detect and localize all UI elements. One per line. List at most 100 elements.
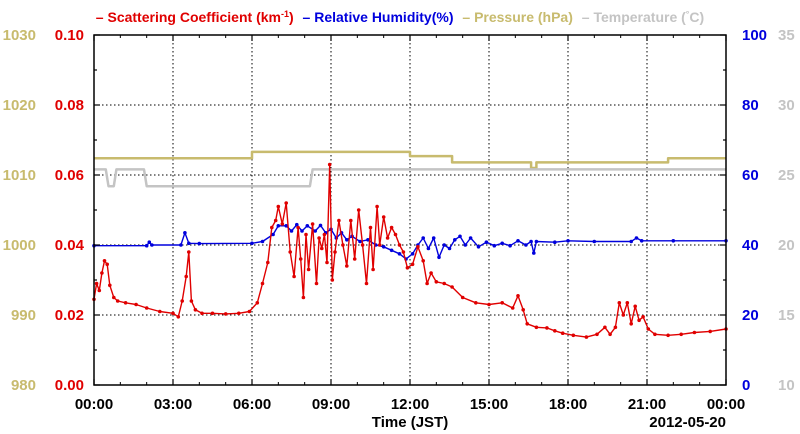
legend-temperature: Temperature (: [593, 9, 686, 25]
temperature-axis: 10 15 20 25 30 35: [778, 27, 795, 394]
humidity-point: [476, 245, 481, 249]
scattering-point: [193, 308, 198, 312]
humidity-point: [197, 241, 202, 246]
scattering-point: [560, 331, 565, 336]
scattering-point: [637, 318, 641, 323]
humidity-point: [553, 240, 557, 244]
scattering-point: [679, 332, 683, 337]
humidity-point: [389, 248, 394, 253]
scattering-point: [364, 281, 369, 286]
legend-pressure: Pressure (hPa): [474, 9, 573, 25]
scattering-point: [115, 299, 120, 303]
humidity-point: [484, 240, 489, 244]
scattering-point: [144, 306, 149, 310]
scattering-point: [545, 326, 549, 330]
pressure-tick-label: 1030: [3, 27, 36, 44]
humidity-point: [410, 252, 415, 256]
scattering-point: [320, 246, 324, 251]
scattering-point: [377, 243, 382, 247]
scattering-tick-label: 0.00: [55, 377, 84, 394]
scattering-point: [333, 250, 337, 254]
humidity-point: [566, 239, 570, 243]
humidity-point: [508, 243, 512, 248]
humidity-tick-label: 40: [742, 237, 759, 254]
scattering-point: [421, 259, 426, 263]
humidity-point: [289, 229, 294, 233]
humidity-point: [524, 243, 528, 247]
scattering-point: [345, 264, 349, 268]
scattering-point: [189, 299, 194, 303]
scattering-point: [94, 281, 99, 286]
scattering-point: [617, 301, 622, 305]
humidity-point: [397, 252, 402, 256]
scattering-point: [584, 335, 589, 339]
legend-scattering-dash: –: [96, 9, 108, 25]
x-axis-ticks: 00:00 03:00 06:00 09:00 12:00 15:00 18:00 21:00…: [75, 35, 745, 413]
scattering-point: [525, 322, 529, 326]
humidity-point: [529, 239, 533, 244]
pressure-tick-label: 990: [11, 307, 36, 324]
scattering-point: [625, 301, 630, 305]
scattering-tick-label: 0.10: [55, 27, 84, 44]
legend-scattering-sup: -1: [281, 9, 289, 19]
pressure-tick-label: 1010: [3, 167, 36, 184]
scattering-point: [375, 204, 379, 209]
scattering-point: [653, 332, 657, 337]
scattering-point: [180, 299, 184, 303]
humidity-point: [442, 243, 447, 247]
scattering-point: [304, 232, 308, 237]
humidity-point: [500, 241, 505, 246]
humidity-point: [150, 243, 154, 247]
humidity-tick-label: 0: [742, 377, 750, 394]
scattering-point: [571, 333, 576, 338]
humidity-point: [305, 224, 310, 228]
scattering-point: [692, 330, 697, 335]
series-layer: [92, 150, 728, 339]
scattering-point: [134, 302, 138, 307]
scattering-point: [102, 259, 107, 263]
scattering-point: [296, 225, 300, 230]
scattering-point: [322, 232, 327, 237]
pressure-tick-label: 1020: [3, 97, 36, 114]
scattering-point: [112, 295, 116, 300]
scattering-point: [200, 311, 204, 316]
x-tick-label: 15:00: [470, 396, 508, 413]
scattering-point: [474, 301, 478, 305]
scattering-point: [317, 236, 321, 240]
scattering-point: [105, 262, 109, 267]
scattering-axis: 0.00 0.02 0.04 0.06 0.08 0.10: [55, 27, 726, 394]
scattering-tick-label: 0.04: [55, 237, 85, 254]
legend-temperature-dash: –: [582, 9, 594, 25]
humidity-point: [516, 239, 520, 243]
scattering-point: [284, 201, 289, 205]
scattering-point: [270, 225, 274, 230]
legend-humidity-dash: –: [303, 9, 315, 25]
scattering-point: [487, 302, 491, 307]
humidity-point: [426, 246, 431, 251]
temperature-tick-label: 10: [778, 377, 795, 394]
humidity-point: [250, 241, 254, 246]
scattering-point: [276, 204, 281, 209]
scattering-point: [521, 308, 525, 312]
scattering-point: [416, 245, 420, 249]
scattering-point: [237, 311, 241, 316]
scattering-point: [255, 301, 260, 305]
scattering-point: [223, 312, 228, 316]
humidity-point: [447, 246, 452, 251]
scattering-point: [352, 257, 357, 261]
scattering-point: [108, 283, 112, 288]
scattering-point: [325, 260, 329, 265]
humidity-point: [318, 223, 323, 228]
humidity-point: [532, 251, 536, 255]
scattering-point: [288, 250, 293, 254]
scattering-point: [460, 295, 465, 300]
humidity-point: [639, 239, 644, 243]
humidity-point: [629, 239, 633, 244]
scattering-point: [260, 281, 265, 286]
humidity-point: [437, 255, 441, 260]
pressure-axis: 980 990 1000 1010 1020 1030: [3, 27, 36, 394]
scattering-point: [184, 274, 188, 279]
humidity-point: [260, 239, 265, 244]
humidity-point: [492, 243, 497, 248]
